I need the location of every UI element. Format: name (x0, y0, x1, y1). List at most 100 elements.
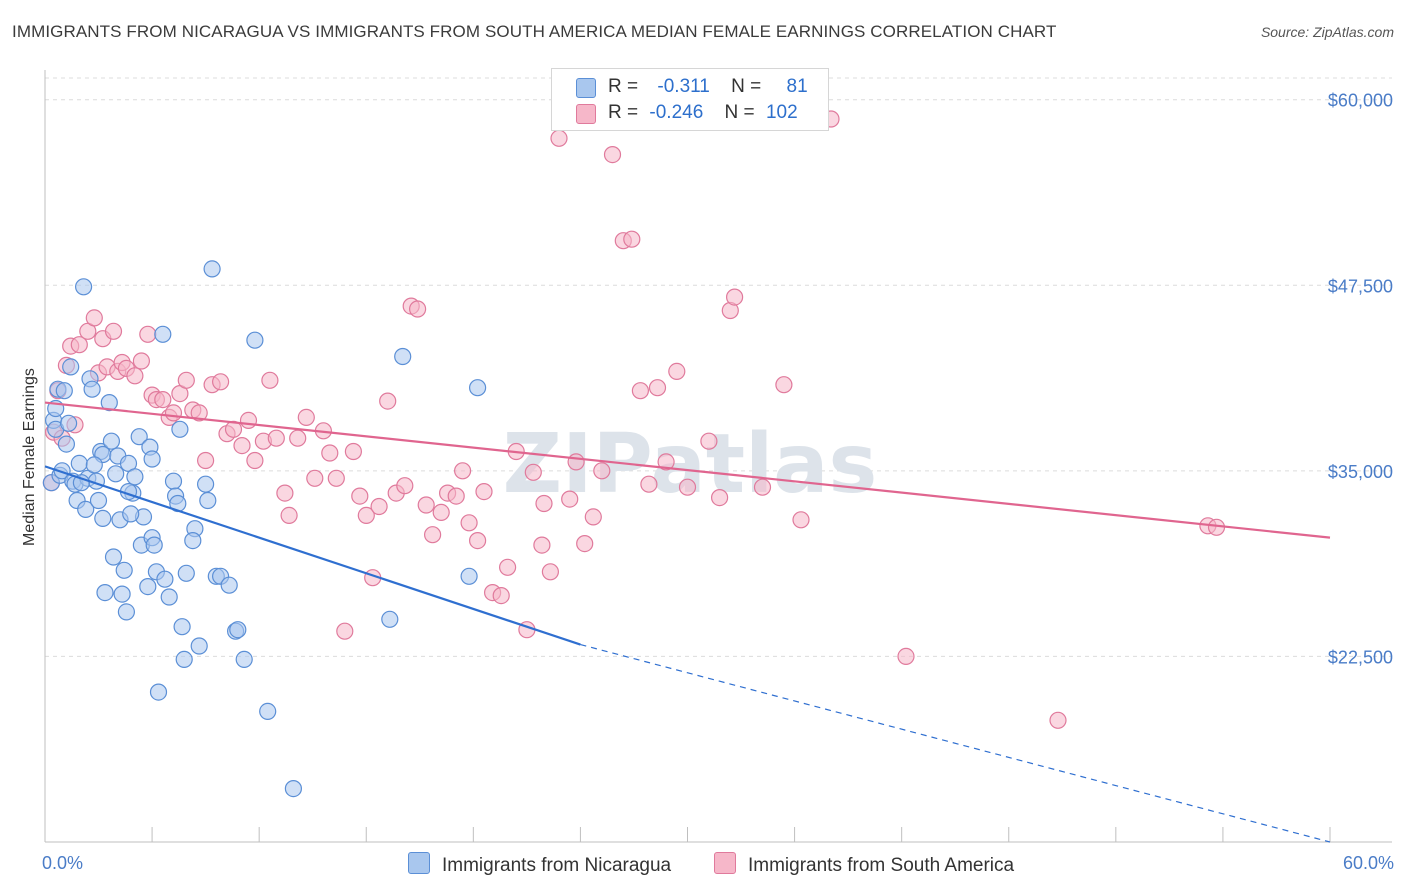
south-america-point (409, 300, 427, 318)
nicaragua-point (154, 325, 172, 343)
south-america-point (432, 503, 450, 522)
south-america-point (524, 463, 542, 481)
y-tick-label: $22,500 (1328, 647, 1393, 667)
chart-title: IMMIGRANTS FROM NICARAGUA VS IMMIGRANTS … (12, 22, 1057, 41)
south-america-point (70, 336, 88, 354)
legend-r-value-nicaragua: -0.311 (657, 76, 710, 97)
nicaragua-point (173, 618, 191, 636)
nicaragua-point (246, 331, 264, 349)
south-america-point (104, 322, 123, 340)
south-america-point (567, 453, 585, 471)
nicaragua-point (115, 561, 133, 579)
nicaragua-point (70, 454, 88, 472)
nicaragua-point (94, 509, 112, 528)
south-america-point (753, 478, 772, 496)
south-america-point (535, 494, 553, 513)
south-america-point (233, 437, 251, 455)
bottom-legend-nicaragua: Immigrants from Nicaragua (408, 852, 671, 877)
south-america-point (424, 526, 442, 544)
nicaragua-point (175, 650, 193, 669)
nicaragua-point (259, 702, 277, 721)
gridlines (45, 77, 1392, 657)
south-america-point (541, 563, 560, 581)
nicaragua-point (126, 468, 144, 486)
nicaragua-point (284, 779, 302, 798)
south-america-point (154, 391, 172, 409)
correlation-legend: R = -0.311 N = 81 R = -0.246 N = 102 (551, 68, 829, 131)
south-america-point (550, 129, 568, 147)
nicaragua-point (85, 456, 103, 474)
south-america-point (657, 453, 675, 471)
trend-lines (44, 401, 1331, 843)
nicaragua-point (102, 432, 121, 450)
nicaragua-point (190, 637, 208, 655)
south-america-point (396, 477, 414, 495)
south-america-point (897, 647, 915, 666)
south-america-point (197, 451, 215, 470)
nicaragua-point (220, 576, 238, 594)
nicaragua-point (104, 548, 123, 566)
nicaragua-point (229, 621, 247, 639)
south-america-trend-line (44, 401, 1331, 539)
nicaragua-point (203, 260, 221, 278)
legend-r-label: R = (608, 102, 639, 123)
south-america-point (640, 475, 658, 493)
axes (44, 70, 1392, 843)
bottom-legend-south-america: Immigrants from South America (714, 852, 1014, 877)
south-america-point (678, 478, 697, 496)
south-america-point (710, 489, 729, 507)
bottom-legend-swatch-south-america (714, 852, 736, 874)
south-america-point (460, 514, 478, 532)
south-america-point (576, 534, 594, 553)
nicaragua-point (149, 683, 168, 701)
south-america-point (1049, 711, 1067, 729)
nicaragua-point (184, 531, 202, 550)
nicaragua-point (469, 379, 487, 397)
south-america-point (289, 429, 307, 447)
watermark: ZIPatlas (503, 417, 878, 512)
nicaragua-point (177, 564, 195, 582)
nicaragua-point (62, 358, 80, 376)
south-america-point (792, 511, 810, 529)
x-tick-label-min: 0.0% (42, 853, 83, 873)
south-america-point (190, 404, 208, 422)
legend-swatch-nicaragua (576, 78, 596, 98)
south-america-point (584, 508, 602, 526)
nicaragua-trend-line (44, 465, 581, 646)
nicaragua-point (156, 570, 174, 588)
nicaragua-point (197, 475, 215, 493)
nicaragua-points (42, 260, 487, 798)
x-tick-label-max: 60.0% (1343, 853, 1394, 873)
y-tick-label: $47,500 (1328, 276, 1393, 296)
south-america-point (631, 382, 650, 400)
legend-n-label: N = (731, 76, 762, 97)
legend-r-value-south-america: -0.246 (649, 102, 704, 123)
south-america-point (593, 462, 611, 480)
south-america-point (306, 469, 324, 487)
south-america-point (357, 506, 375, 525)
south-america-point (668, 362, 686, 380)
nicaragua-point (160, 588, 178, 606)
nicaragua-trend-extension (580, 643, 1331, 843)
south-america-point (648, 379, 667, 397)
y-tick-label: $60,000 (1328, 91, 1393, 111)
south-america-point (603, 146, 622, 164)
y-tick-label: $35,000 (1328, 462, 1393, 482)
south-america-point (775, 376, 793, 394)
south-america-point (177, 371, 195, 389)
south-america-point (469, 531, 487, 550)
south-america-point (447, 487, 465, 505)
nicaragua-point (117, 603, 136, 621)
nicaragua-point (74, 278, 93, 296)
south-america-point (327, 469, 345, 487)
south-america-point (239, 411, 258, 429)
legend-n-label: N = (724, 102, 755, 123)
nicaragua-point (59, 414, 78, 432)
south-america-point (164, 404, 183, 422)
bottom-legend-swatch-nicaragua (408, 852, 430, 874)
bottom-legend-label-south-america: Immigrants from South America (748, 855, 1015, 876)
south-america-point (276, 484, 294, 502)
south-america-point (492, 586, 510, 605)
nicaragua-point (113, 585, 131, 603)
south-america-point (336, 622, 354, 640)
